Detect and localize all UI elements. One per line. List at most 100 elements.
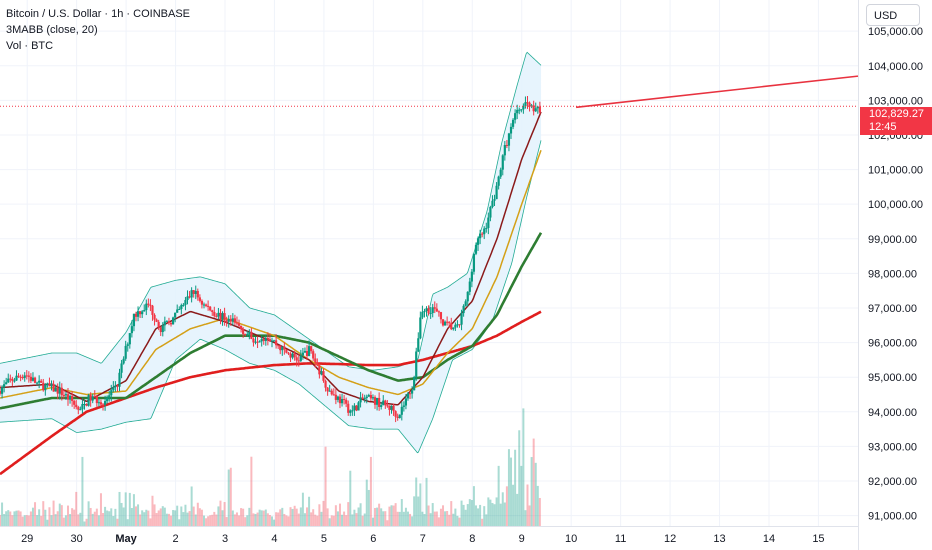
candle-body: [413, 376, 416, 391]
candle-body: [176, 309, 179, 313]
price-axis[interactable]: 91,000.00 92,000.00 93,000.00 94,000.00 95,0…: [868, 26, 923, 522]
volume-bar: [522, 408, 525, 526]
volume-bar: [371, 517, 374, 526]
chart-legend: Bitcoin / U.S. Dollar · 1h · COINBASE 3M…: [6, 6, 190, 54]
volume-bar: [308, 496, 311, 526]
volume-bar: [188, 511, 191, 526]
candle-body: [361, 397, 364, 399]
trend-line-drawing: [576, 75, 859, 109]
candle-body: [136, 311, 140, 317]
volume-bar: [310, 512, 313, 526]
candle-body: [89, 395, 92, 401]
candle-body: [448, 322, 451, 324]
volume-bar: [85, 518, 88, 526]
symbol-title[interactable]: Bitcoin / U.S. Dollar · 1h · COINBASE: [6, 8, 190, 20]
candle-body: [40, 380, 43, 383]
volume-bar: [93, 511, 96, 526]
volume-bar: [34, 502, 37, 526]
price-tick-label: 101,000.00: [868, 165, 923, 177]
candle-body: [357, 402, 360, 411]
candle-body: [509, 126, 513, 134]
volume-bar: [273, 519, 276, 526]
volume-bar: [382, 511, 385, 526]
last-price-tag: 102,829.27 12:45: [860, 107, 932, 135]
volume-label[interactable]: Vol · BTC: [6, 40, 54, 52]
candle-body: [93, 396, 96, 398]
candle-body: [221, 313, 224, 320]
currency-button[interactable]: USD: [866, 4, 920, 26]
volume-bar: [62, 517, 65, 526]
volume-bar: [114, 508, 117, 526]
volume-bar: [50, 515, 53, 526]
volume-bar: [316, 515, 319, 526]
volume-bar: [287, 516, 290, 526]
volume-bar: [116, 518, 119, 526]
volume-bar: [161, 506, 164, 526]
volume-bar: [491, 503, 494, 526]
volume-bar: [221, 510, 224, 526]
volume-bar: [250, 456, 253, 526]
candle-body: [260, 339, 263, 342]
volume-bar: [190, 486, 193, 526]
candle-body: [227, 318, 230, 322]
time-tick-label: 9: [519, 533, 525, 545]
candle-body: [382, 400, 385, 406]
candle-body: [489, 207, 492, 218]
candle-body: [322, 371, 325, 381]
volume-bar: [108, 511, 111, 526]
candle-body: [429, 313, 432, 315]
volume-bar: [25, 515, 28, 526]
time-tick-label: 30: [71, 533, 83, 545]
candle-body: [281, 346, 284, 351]
volume-bar: [479, 504, 482, 526]
candle-body: [128, 333, 131, 345]
volume-bar: [180, 506, 183, 526]
time-axis[interactable]: 29 30 May 2 3 4 5 6 7 8 9 10 11 12 13 14 15: [21, 533, 824, 545]
volume-bar: [355, 513, 358, 526]
candle-body: [264, 337, 267, 341]
candle-body: [411, 390, 414, 394]
candle-body: [503, 145, 506, 156]
candle-body: [101, 404, 105, 406]
candle-body: [25, 375, 28, 377]
candle-body: [196, 290, 199, 298]
band-fill: [0, 52, 542, 453]
candle-body: [171, 317, 175, 325]
volume-bar: [172, 510, 175, 526]
candle-body: [268, 339, 272, 342]
volume-bar: [343, 511, 346, 526]
volume-bar: [326, 508, 329, 526]
time-tick-label: 14: [763, 533, 775, 545]
volume-bar: [235, 512, 238, 526]
indicator-label[interactable]: 3MABB (close, 20): [6, 24, 98, 36]
volume-bar: [225, 517, 228, 526]
candle-body: [178, 309, 181, 311]
time-tick-label: 15: [812, 533, 824, 545]
candle-body: [159, 327, 162, 333]
candle-body: [345, 399, 348, 404]
candle-body: [211, 310, 214, 312]
candle-body: [507, 133, 511, 146]
volume-bar: [23, 515, 26, 526]
volume-bar: [58, 503, 61, 526]
candle-body: [75, 404, 78, 408]
time-tick-label: 10: [565, 533, 577, 545]
volume-bar: [318, 504, 321, 526]
candle-body: [231, 318, 234, 322]
candle-body: [328, 390, 331, 392]
volume-bar: [429, 513, 432, 526]
price-overlays: [0, 75, 859, 109]
volume-bar: [155, 513, 158, 526]
price-tick-label: 95,000.00: [868, 372, 917, 384]
volume-bar: [69, 514, 72, 526]
candle-body: [165, 321, 169, 323]
candle-body: [483, 228, 486, 235]
volume-bar: [170, 515, 173, 526]
time-tick-label: 2: [172, 533, 178, 545]
volume-bar: [139, 514, 142, 526]
volume-bar: [532, 438, 535, 526]
time-tick-label: 7: [420, 533, 426, 545]
time-tick-label: 13: [713, 533, 725, 545]
volume-bar: [281, 507, 284, 526]
